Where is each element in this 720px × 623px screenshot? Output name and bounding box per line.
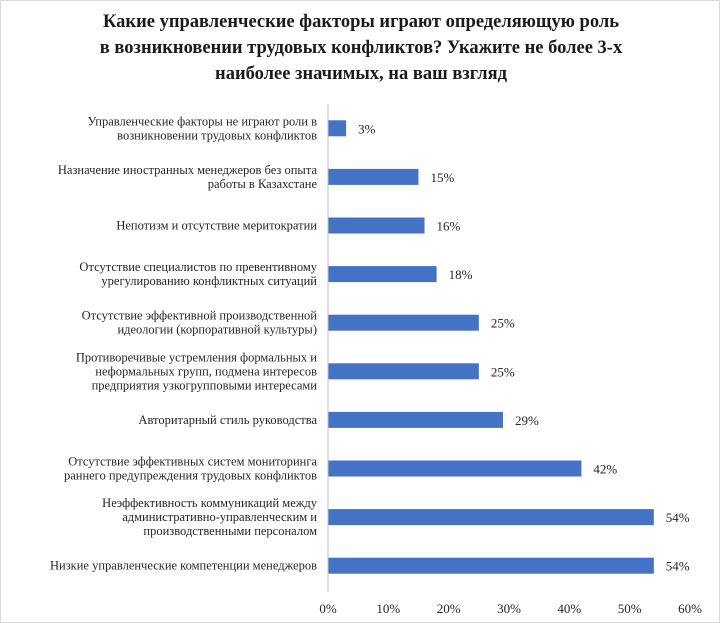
x-tick-label-1: 0% [319, 601, 337, 616]
x-tick-label-4: 30% [497, 601, 521, 616]
category-label-3: Непотизм и отсутствие меритократии [116, 219, 317, 233]
value-label-2: 15% [431, 170, 455, 185]
bar-3 [328, 217, 425, 234]
value-label-4: 18% [449, 267, 473, 282]
x-tick-label-2: 10% [376, 601, 400, 616]
bar-7 [328, 411, 503, 428]
bar-2 [328, 168, 419, 185]
bar-8 [328, 460, 582, 477]
category-label-5: Отсутствие эффективной производственной и… [82, 309, 318, 337]
axes-group: 0% 10% 20% 30% 40% 50% 60% [319, 104, 702, 616]
category-label-7: Авторитарный стиль руководства [138, 413, 317, 427]
value-label-6: 25% [491, 364, 515, 379]
value-label-10: 54% [666, 559, 690, 574]
category-label-4: Отсутствие специалистов по превентивному… [79, 260, 317, 288]
bar-4 [328, 266, 437, 283]
x-tick-label-7: 60% [678, 601, 702, 616]
x-tick-label-5: 40% [557, 601, 581, 616]
value-label-8: 42% [593, 462, 617, 477]
category-label-2: Назначение иностранных менеджеров без оп… [58, 163, 318, 191]
value-labels-group: 3% 15% 16% 18% 25% 25% 29% 42% 54% 54% [358, 121, 690, 573]
category-label-10: Низкие управленческие компетенции менедж… [50, 559, 317, 573]
value-label-9: 54% [666, 510, 690, 525]
bar-9 [328, 509, 654, 526]
bar-6 [328, 363, 479, 380]
chart-title: Какие управленческие факторы играют опре… [99, 12, 623, 84]
value-label-7: 29% [515, 413, 539, 428]
category-label-9: Неэффективность коммуникаций между админи… [102, 496, 318, 538]
value-label-1: 3% [358, 121, 376, 136]
bars-group [328, 120, 654, 574]
bar-5 [328, 314, 479, 331]
value-label-3: 16% [437, 219, 461, 234]
bar-10 [328, 557, 654, 574]
value-label-5: 25% [491, 316, 515, 331]
x-tick-label-6: 50% [618, 601, 642, 616]
category-label-8: Отсутствие эффективных систем мониторинг… [64, 455, 317, 483]
x-tick-label-3: 20% [437, 601, 461, 616]
bar-1 [328, 120, 347, 137]
